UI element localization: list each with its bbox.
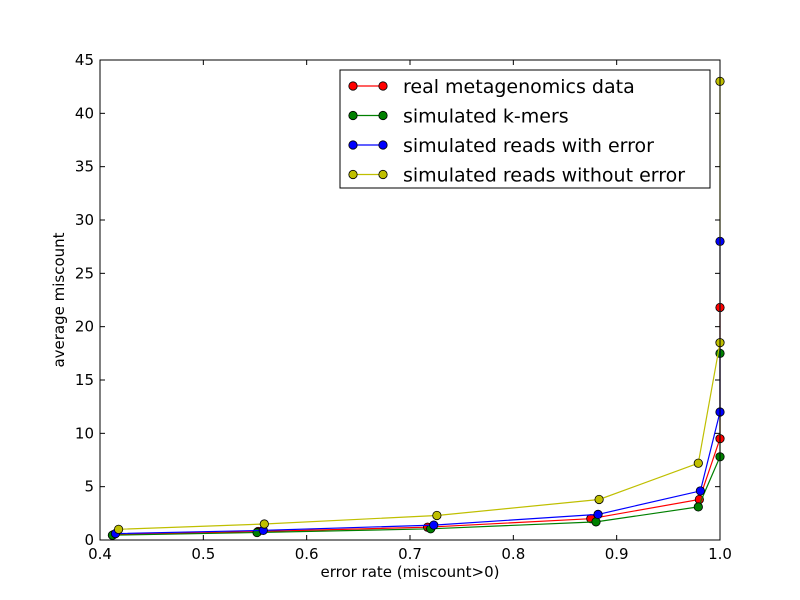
legend-label: simulated reads with error [403, 135, 654, 157]
y-tick-label: 15 [75, 371, 94, 389]
legend-box [339, 69, 711, 189]
y-axis-ticks: 0 5 10 15 20 25 30 35 40 45 [75, 51, 720, 549]
y-tick-label: 10 [75, 424, 94, 442]
legend-label: real metagenomics data [403, 76, 635, 98]
data-point [693, 458, 703, 468]
legend-label: simulated k-mers [403, 106, 569, 128]
legend: real metagenomics data simulated k-mers si… [339, 69, 711, 189]
data-point [593, 509, 603, 520]
y-axis-label: average miscount [50, 232, 68, 367]
data-point [429, 520, 439, 530]
data-point [114, 524, 124, 534]
legend-marker [378, 169, 388, 180]
y-tick-label: 40 [75, 104, 94, 122]
y-tick-label: 20 [75, 318, 94, 336]
legend-marker [348, 169, 358, 180]
legend-marker [378, 110, 388, 121]
legend-marker [378, 140, 388, 150]
y-tick-label: 45 [75, 51, 94, 69]
data-point [693, 502, 703, 512]
x-tick-label: 0.7 [398, 545, 422, 563]
legend-label: simulated reads without error [403, 165, 685, 187]
data-point [591, 517, 601, 527]
x-axis-label: error rate (miscount>0) [320, 563, 499, 581]
y-tick-label: 35 [75, 158, 94, 176]
x-tick-label: 1.0 [708, 545, 732, 563]
legend-entry: simulated k-mers [348, 106, 569, 128]
y-tick-label: 5 [84, 478, 94, 496]
y-tick-label: 30 [75, 211, 94, 229]
y-tick-label: 25 [75, 264, 94, 282]
x-tick-label: 0.8 [501, 545, 525, 563]
data-point [259, 519, 269, 529]
x-axis-ticks: 0.4 0.5 0.6 0.7 0.8 0.9 1.0 [88, 60, 732, 563]
legend-entries: real metagenomics data simulated k-mers si… [348, 76, 685, 187]
legend-marker [348, 81, 358, 91]
legend-entry: real metagenomics data [348, 76, 635, 98]
legend-entry: simulated reads with error [348, 135, 654, 157]
x-tick-label: 0.4 [88, 545, 112, 563]
legend-marker [348, 110, 358, 121]
x-tick-label: 0.9 [605, 545, 629, 563]
y-tick-label: 0 [84, 531, 94, 549]
legend-marker [378, 81, 388, 91]
data-point [432, 510, 442, 521]
legend-entry: simulated reads without error [348, 165, 685, 187]
legend-marker [348, 140, 358, 150]
x-tick-label: 0.6 [295, 545, 319, 563]
data-point [594, 494, 604, 505]
data-point [695, 486, 705, 496]
x-tick-label: 0.5 [191, 545, 215, 563]
